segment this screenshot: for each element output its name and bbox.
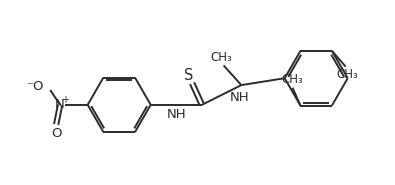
Text: NH: NH	[167, 108, 186, 121]
Text: ⁻O: ⁻O	[26, 80, 43, 93]
Text: CH₃: CH₃	[211, 51, 233, 64]
Text: NH: NH	[229, 91, 249, 104]
Text: +: +	[61, 95, 69, 105]
Text: CH₃: CH₃	[282, 73, 303, 86]
Text: N: N	[55, 98, 65, 111]
Text: S: S	[184, 68, 194, 83]
Text: O: O	[51, 127, 61, 140]
Text: CH₃: CH₃	[337, 68, 359, 81]
